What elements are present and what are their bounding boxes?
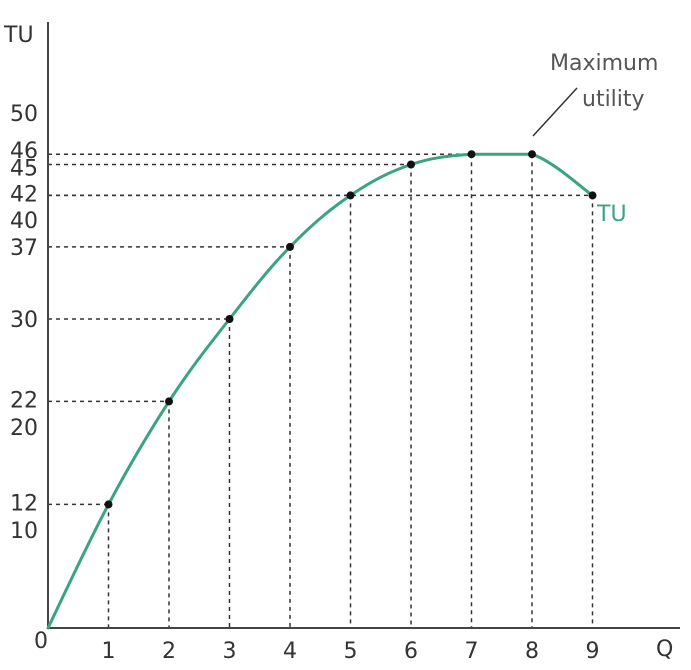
y-tick-label-22: 22 bbox=[10, 388, 38, 413]
y-tick-label-50: 50 bbox=[10, 102, 38, 127]
tu-curve-layer bbox=[46, 152, 594, 630]
point-marker-2 bbox=[165, 397, 173, 406]
y-tick-label-30: 30 bbox=[10, 308, 38, 333]
point-marker-6 bbox=[407, 160, 415, 169]
annotation-pointer bbox=[532, 87, 578, 137]
point-marker-7 bbox=[467, 150, 476, 159]
series-line-tu bbox=[46, 152, 594, 630]
maximum-utility-annotation: Maximum utility bbox=[532, 51, 658, 137]
x-tick-label-4: 4 bbox=[283, 639, 297, 664]
x-tick-label-6: 6 bbox=[404, 639, 418, 664]
point-marker-3 bbox=[225, 315, 234, 323]
point-marker-4 bbox=[286, 242, 294, 251]
y-tick-label-12: 12 bbox=[10, 491, 38, 516]
y-tick-label-10: 10 bbox=[10, 519, 38, 544]
y-tick-label-20: 20 bbox=[10, 416, 38, 441]
y-tick-label-46: 46 bbox=[10, 139, 38, 164]
series-label-layer: TU bbox=[596, 202, 627, 227]
x-tick-label-7: 7 bbox=[465, 639, 479, 664]
y-tick-label-45: 45 bbox=[10, 157, 38, 182]
x-tick-label-9: 9 bbox=[586, 639, 600, 664]
x-tick-label-5: 5 bbox=[344, 639, 358, 664]
point-marker-8 bbox=[528, 150, 536, 159]
origin-label: 0 bbox=[34, 629, 48, 654]
x-tick-label-1: 1 bbox=[102, 639, 116, 664]
axes bbox=[47, 22, 680, 629]
point-marker-5 bbox=[346, 191, 355, 200]
x-axis-title: Q bbox=[656, 637, 673, 662]
x-tick-label-3: 3 bbox=[223, 639, 237, 664]
dashed-guides bbox=[48, 153, 594, 628]
x-tick-label-2: 2 bbox=[162, 639, 176, 664]
annotation-line-1: Maximum bbox=[550, 51, 658, 76]
x-tick-label-8: 8 bbox=[525, 639, 539, 664]
point-marker-1 bbox=[104, 500, 113, 509]
data-markers bbox=[104, 150, 597, 509]
y-tick-label-37: 37 bbox=[10, 236, 38, 261]
series-label-tu: TU bbox=[596, 202, 627, 227]
y-tick-label-42: 42 bbox=[10, 182, 38, 207]
annotation-line-2: utility bbox=[582, 87, 645, 112]
y-axis-title: TU bbox=[3, 23, 34, 48]
y-tick-label-40: 40 bbox=[10, 209, 38, 234]
point-marker-9 bbox=[588, 191, 597, 200]
